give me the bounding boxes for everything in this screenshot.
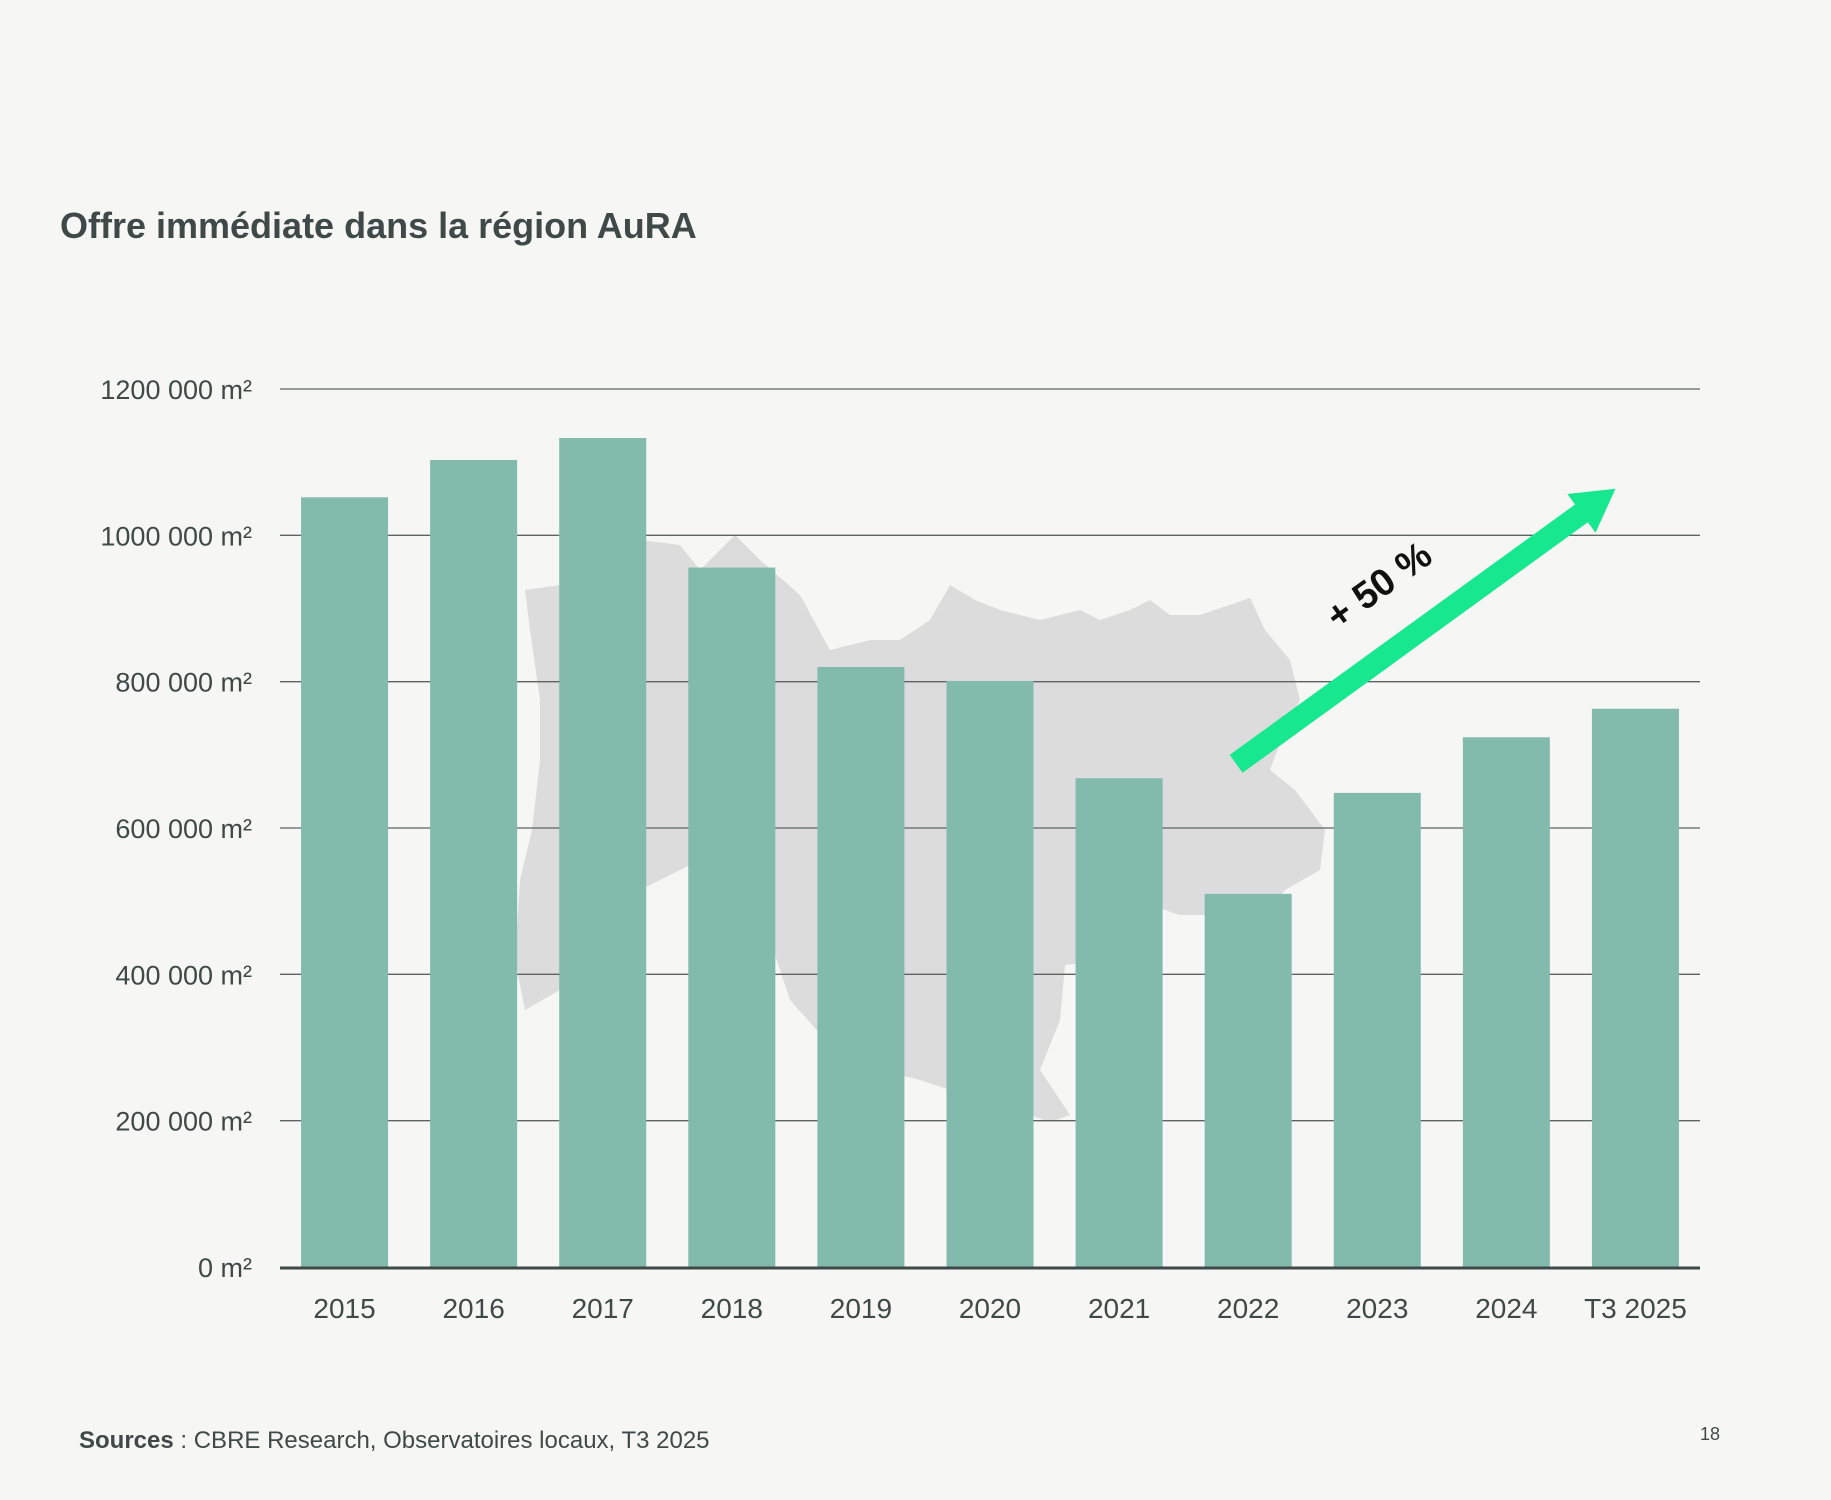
- x-tick-label: 2022: [1217, 1293, 1279, 1324]
- x-axis-tick-labels: 2015 2016 2017 2018 2019 2020 2021 2022 2023 2024…: [313, 1293, 1686, 1324]
- x-tick-label: 2017: [572, 1293, 634, 1324]
- bar-2018: [688, 567, 776, 1267]
- growth-annotation: + 50 %: [1229, 488, 1616, 773]
- x-tick-label: 2016: [442, 1293, 504, 1324]
- y-tick-label: 1000 000 m²: [100, 521, 252, 551]
- chart-title: Offre immédiate dans la région AuRA: [60, 205, 697, 246]
- y-tick-label: 200 000 m²: [115, 1107, 252, 1137]
- bars: [301, 438, 1679, 1268]
- bar-2022: [1204, 893, 1292, 1267]
- sources-label: Sources: [79, 1427, 174, 1454]
- x-tick-label: 2021: [1088, 1293, 1150, 1324]
- x-tick-label: 2019: [830, 1293, 892, 1324]
- bar-t3-2025: [1591, 708, 1679, 1267]
- page-number: 18: [1700, 1424, 1721, 1444]
- x-tick-label: 2020: [959, 1293, 1021, 1324]
- bar-2021: [1075, 778, 1163, 1267]
- bar-2020: [946, 680, 1034, 1267]
- y-axis-tick-labels: 0 m² 200 000 m² 400 000 m² 600 000 m² 800 00…: [100, 375, 252, 1283]
- bar-2015: [301, 497, 389, 1268]
- bar-2023: [1333, 792, 1421, 1267]
- growth-arrow-icon: [1229, 488, 1616, 773]
- x-tick-label: 2023: [1346, 1293, 1408, 1324]
- x-tick-label: 2015: [313, 1293, 375, 1324]
- sources-text: : CBRE Research, Observatoires locaux, T…: [173, 1427, 710, 1454]
- bar-2017: [559, 438, 647, 1267]
- y-tick-label: 1200 000 m²: [100, 375, 252, 405]
- y-tick-label: 600 000 m²: [115, 814, 252, 844]
- bar-2024: [1462, 737, 1550, 1267]
- x-tick-label: T3 2025: [1584, 1293, 1687, 1324]
- y-tick-label: 800 000 m²: [115, 668, 252, 698]
- bar-2016: [430, 459, 518, 1267]
- y-tick-label: 0 m²: [198, 1253, 252, 1283]
- sources-footer: Sources : CBRE Research, Observatoires l…: [79, 1427, 710, 1455]
- x-tick-label: 2018: [701, 1293, 763, 1324]
- y-tick-label: 400 000 m²: [115, 960, 252, 990]
- bar-2019: [817, 667, 905, 1267]
- x-tick-label: 2024: [1475, 1293, 1537, 1324]
